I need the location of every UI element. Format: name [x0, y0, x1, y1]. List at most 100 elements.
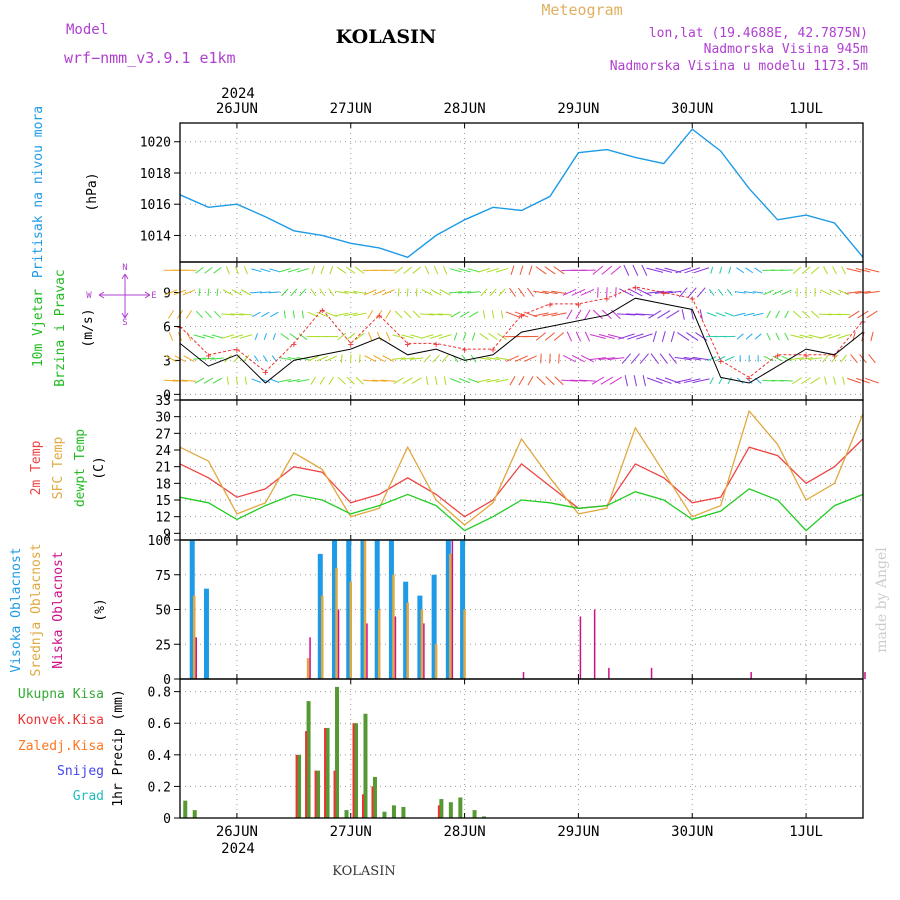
mid-cloud-bar — [306, 658, 310, 679]
y-tick-label: 50 — [155, 604, 171, 619]
panel-frame — [179, 261, 864, 401]
wind-arrow — [642, 375, 646, 387]
wind-arrow — [299, 288, 307, 297]
wind-gust-marker: + — [547, 300, 553, 311]
wind-arrow — [615, 287, 617, 298]
wind-arrow — [186, 332, 192, 341]
wind-arrow — [260, 268, 271, 273]
wind-arrow — [706, 356, 717, 362]
wind-panel: 10m Vjetar Brzina i Pravac (m/s) N S W E… — [31, 261, 880, 403]
wind-arrow — [562, 288, 577, 296]
wind-arrow — [724, 356, 735, 362]
model-name: wrf−nmm_v3.9.1 e1km — [64, 49, 236, 67]
wind-arrow — [479, 333, 489, 341]
wind-arrow — [601, 309, 612, 320]
wind-arrow — [289, 333, 299, 340]
wind-arrow — [328, 376, 335, 385]
wind-arrow — [500, 310, 504, 319]
pressure-unit-label: (hPa) — [85, 172, 100, 211]
wind-arrow — [754, 267, 763, 274]
y-tick-label: 0.6 — [148, 717, 171, 732]
wind-arrow — [696, 287, 706, 298]
wind-arrow — [425, 376, 429, 385]
wind-arrow — [579, 379, 596, 382]
wind-gust-marker: + — [291, 339, 297, 350]
high-cloud-bar — [346, 540, 352, 679]
mid-cloud-bar — [321, 595, 324, 679]
wind-arrow — [449, 268, 462, 273]
wind-arrow — [645, 290, 664, 294]
wind-arrow — [283, 310, 286, 319]
wind-arrow — [211, 334, 224, 339]
day-tick-label-top: 1JUL — [789, 101, 823, 117]
wind-arrow — [699, 309, 703, 320]
wind-arrow — [509, 287, 516, 297]
wind-name2-label: Brzina i Pravac — [53, 269, 68, 386]
wind-arrow — [566, 331, 573, 342]
wind-arrow — [641, 264, 648, 276]
wind-gust-marker: + — [575, 300, 581, 311]
wind-arrow — [864, 268, 880, 273]
mid-cloud-bar — [335, 567, 338, 679]
precip-panel: Ukupna Kisa Konvek.Kisa Zaledj.Kisa Snij… — [18, 678, 864, 827]
wind-arrow — [468, 311, 479, 318]
wind-arrow — [272, 333, 277, 340]
wind-arrow — [486, 357, 500, 361]
wind-gust-marker: + — [348, 339, 354, 350]
low-cloud-bar — [337, 609, 340, 679]
wind-arrow — [781, 355, 792, 362]
wind-arrow — [734, 312, 746, 317]
wind-arrow — [165, 355, 177, 362]
mid-cloud-bar — [434, 644, 438, 679]
wind-arrow — [278, 268, 291, 273]
wind-arrow — [833, 376, 837, 385]
wind-arrow — [328, 288, 335, 297]
compass-west: W — [86, 291, 92, 301]
wind-arrow — [230, 334, 244, 339]
total-rain-bar — [316, 770, 321, 818]
wind-arrow — [745, 267, 754, 274]
wind-arrow — [290, 288, 298, 297]
wind-arrow — [301, 310, 304, 319]
wind-arrow — [646, 377, 663, 384]
wind-arrow — [319, 376, 326, 385]
wind-arrow — [310, 376, 317, 385]
wind-arrow — [497, 333, 507, 341]
wind-arrow — [307, 355, 319, 362]
wind-arrow — [659, 353, 668, 364]
total-rain-bar — [401, 806, 406, 818]
y-tick-label: 1014 — [140, 229, 171, 244]
wind-arrow — [382, 355, 395, 363]
wind-arrow — [681, 309, 685, 320]
wind-arrow — [340, 354, 343, 363]
temp-unit-label: (C) — [92, 456, 107, 479]
low-cloud-bar — [195, 637, 197, 679]
total-rain-bar — [439, 799, 444, 818]
wind-arrow — [458, 268, 471, 273]
low-cloud-bar — [750, 672, 752, 679]
wind-arrow — [598, 357, 616, 361]
wind-arrow — [421, 289, 433, 296]
wind-arrow — [182, 289, 196, 296]
y-tick-label: 0.2 — [148, 780, 171, 795]
wind-arrow — [847, 377, 861, 384]
day-tick-label-top: 29JUN — [557, 101, 599, 117]
wind-arrow — [486, 378, 500, 383]
wind-arrow — [551, 290, 567, 295]
wind-arrow — [708, 288, 715, 296]
wind-arrow — [221, 313, 235, 316]
wind-arrow — [240, 289, 252, 296]
high-cloud-bar — [332, 540, 338, 679]
wind-arrow — [334, 290, 349, 295]
wind-arrow — [763, 289, 774, 296]
wind-arrow — [570, 379, 587, 382]
y-tick-label: 25 — [155, 638, 171, 653]
wind-arrow — [607, 357, 625, 361]
panel-frame — [179, 678, 864, 819]
total-rain-bar — [335, 686, 340, 818]
wind-arrow — [402, 377, 413, 384]
wind-arrow — [213, 310, 221, 319]
wind-arrow — [471, 332, 476, 341]
wind-arrow — [400, 357, 415, 360]
